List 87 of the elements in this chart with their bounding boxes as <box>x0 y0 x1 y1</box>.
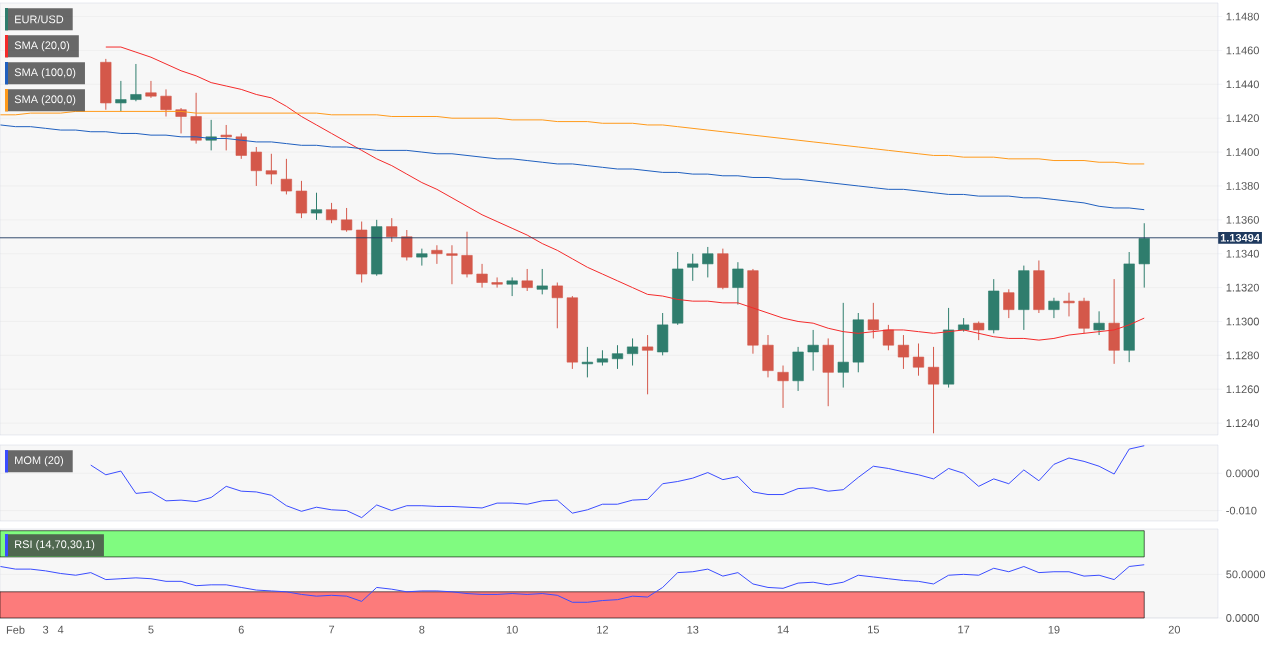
candlestick <box>777 365 789 409</box>
candlestick <box>325 202 338 224</box>
x-tick-label: 14 <box>777 625 789 634</box>
candlestick <box>702 246 714 278</box>
x-tick-label: 15 <box>868 625 879 634</box>
candlestick <box>491 276 503 289</box>
candlestick <box>506 276 518 297</box>
candlestick <box>190 92 202 145</box>
candlestick <box>476 263 488 289</box>
ref-line-label: 1.13494 <box>1220 233 1260 242</box>
line-series <box>0 564 1145 603</box>
candlestick <box>581 346 593 378</box>
candlestick <box>1063 292 1075 317</box>
y-tick-label: -0.010 <box>1226 506 1257 515</box>
candlestick <box>626 337 639 367</box>
candlestick <box>160 88 172 117</box>
candlestick <box>431 244 443 265</box>
candlestick <box>1093 310 1105 336</box>
candlestick <box>1048 297 1060 319</box>
y-tick-label: 1.1280 <box>1226 351 1259 360</box>
candlestick <box>882 324 894 351</box>
x-tick-label: 12 <box>597 625 609 634</box>
y-tick-label: 1.1340 <box>1226 249 1259 258</box>
candlestick <box>927 346 940 434</box>
candlestick <box>732 261 744 306</box>
y-tick-label: 1.1320 <box>1226 283 1259 292</box>
candlestick <box>386 217 398 243</box>
candlestick <box>416 248 428 267</box>
candlestick <box>536 268 548 295</box>
y-tick-label: 50.0000 <box>1226 570 1266 579</box>
y-tick-label: 1.1300 <box>1226 317 1259 326</box>
legend-label: RSI (14,70,30,1) <box>15 540 95 551</box>
x-tick-label: 4 <box>57 625 64 634</box>
y-tick-label: 0.0000 <box>1226 469 1259 478</box>
x-tick-label: 17 <box>958 625 970 634</box>
candlestick <box>1003 288 1015 319</box>
candlestick <box>115 80 127 112</box>
candlestick <box>265 153 277 185</box>
y-tick-label: 1.1480 <box>1226 12 1259 21</box>
x-tick-label: Feb <box>6 625 25 634</box>
legend-label: MOM (20) <box>15 456 64 467</box>
candlestick <box>295 180 308 219</box>
y-tick-label: 1.1440 <box>1226 80 1259 89</box>
legend-label: SMA (100,0) <box>14 68 76 79</box>
candlestick <box>867 302 879 339</box>
candlestick <box>642 334 654 395</box>
y-tick-label: 0.0000 <box>1226 614 1259 622</box>
x-tick-label: 8 <box>419 625 425 634</box>
candlestick <box>807 329 819 372</box>
legend-label: SMA (200,0) <box>14 95 76 106</box>
y-tick-label: 1.1460 <box>1226 46 1259 55</box>
candlestick <box>401 229 413 261</box>
candlestick <box>310 192 323 221</box>
y-tick-label: 1.1260 <box>1226 385 1259 394</box>
candlestick <box>897 334 910 370</box>
x-tick-label: 20 <box>1168 625 1181 634</box>
candlestick <box>446 244 458 285</box>
candlestick <box>611 344 624 370</box>
candlestick <box>130 63 142 102</box>
candlestick <box>687 253 699 282</box>
y-tick-label: 1.1240 <box>1226 419 1259 428</box>
x-tick-label: 3 <box>42 625 49 634</box>
x-tick-label: 13 <box>687 625 699 634</box>
candlestick <box>912 343 925 377</box>
candlestick <box>837 302 849 389</box>
candlestick <box>973 320 985 341</box>
x-tick-label: 5 <box>148 625 154 634</box>
candlestick <box>250 146 262 187</box>
line-series <box>90 445 1145 519</box>
candlestick <box>341 207 353 233</box>
x-tick-label: 6 <box>238 625 244 634</box>
x-tick-label: 10 <box>506 625 518 634</box>
candlestick <box>461 231 473 278</box>
x-tick-label: 19 <box>1048 625 1060 634</box>
y-tick-label: 1.1420 <box>1226 114 1259 123</box>
y-tick-label: 1.1380 <box>1226 182 1259 190</box>
candlestick <box>551 282 563 329</box>
x-tick-label: 7 <box>329 625 335 634</box>
y-tick-label: 1.1360 <box>1226 215 1259 224</box>
y-tick-label: 1.1400 <box>1226 148 1259 156</box>
candlestick <box>145 80 157 99</box>
candlestick <box>220 124 232 151</box>
legend-label: SMA (20,0) <box>14 41 70 52</box>
candlestick <box>521 268 533 292</box>
candlestick <box>280 158 292 195</box>
candlestick <box>235 132 247 160</box>
legend-label: EUR/USD <box>15 15 64 24</box>
